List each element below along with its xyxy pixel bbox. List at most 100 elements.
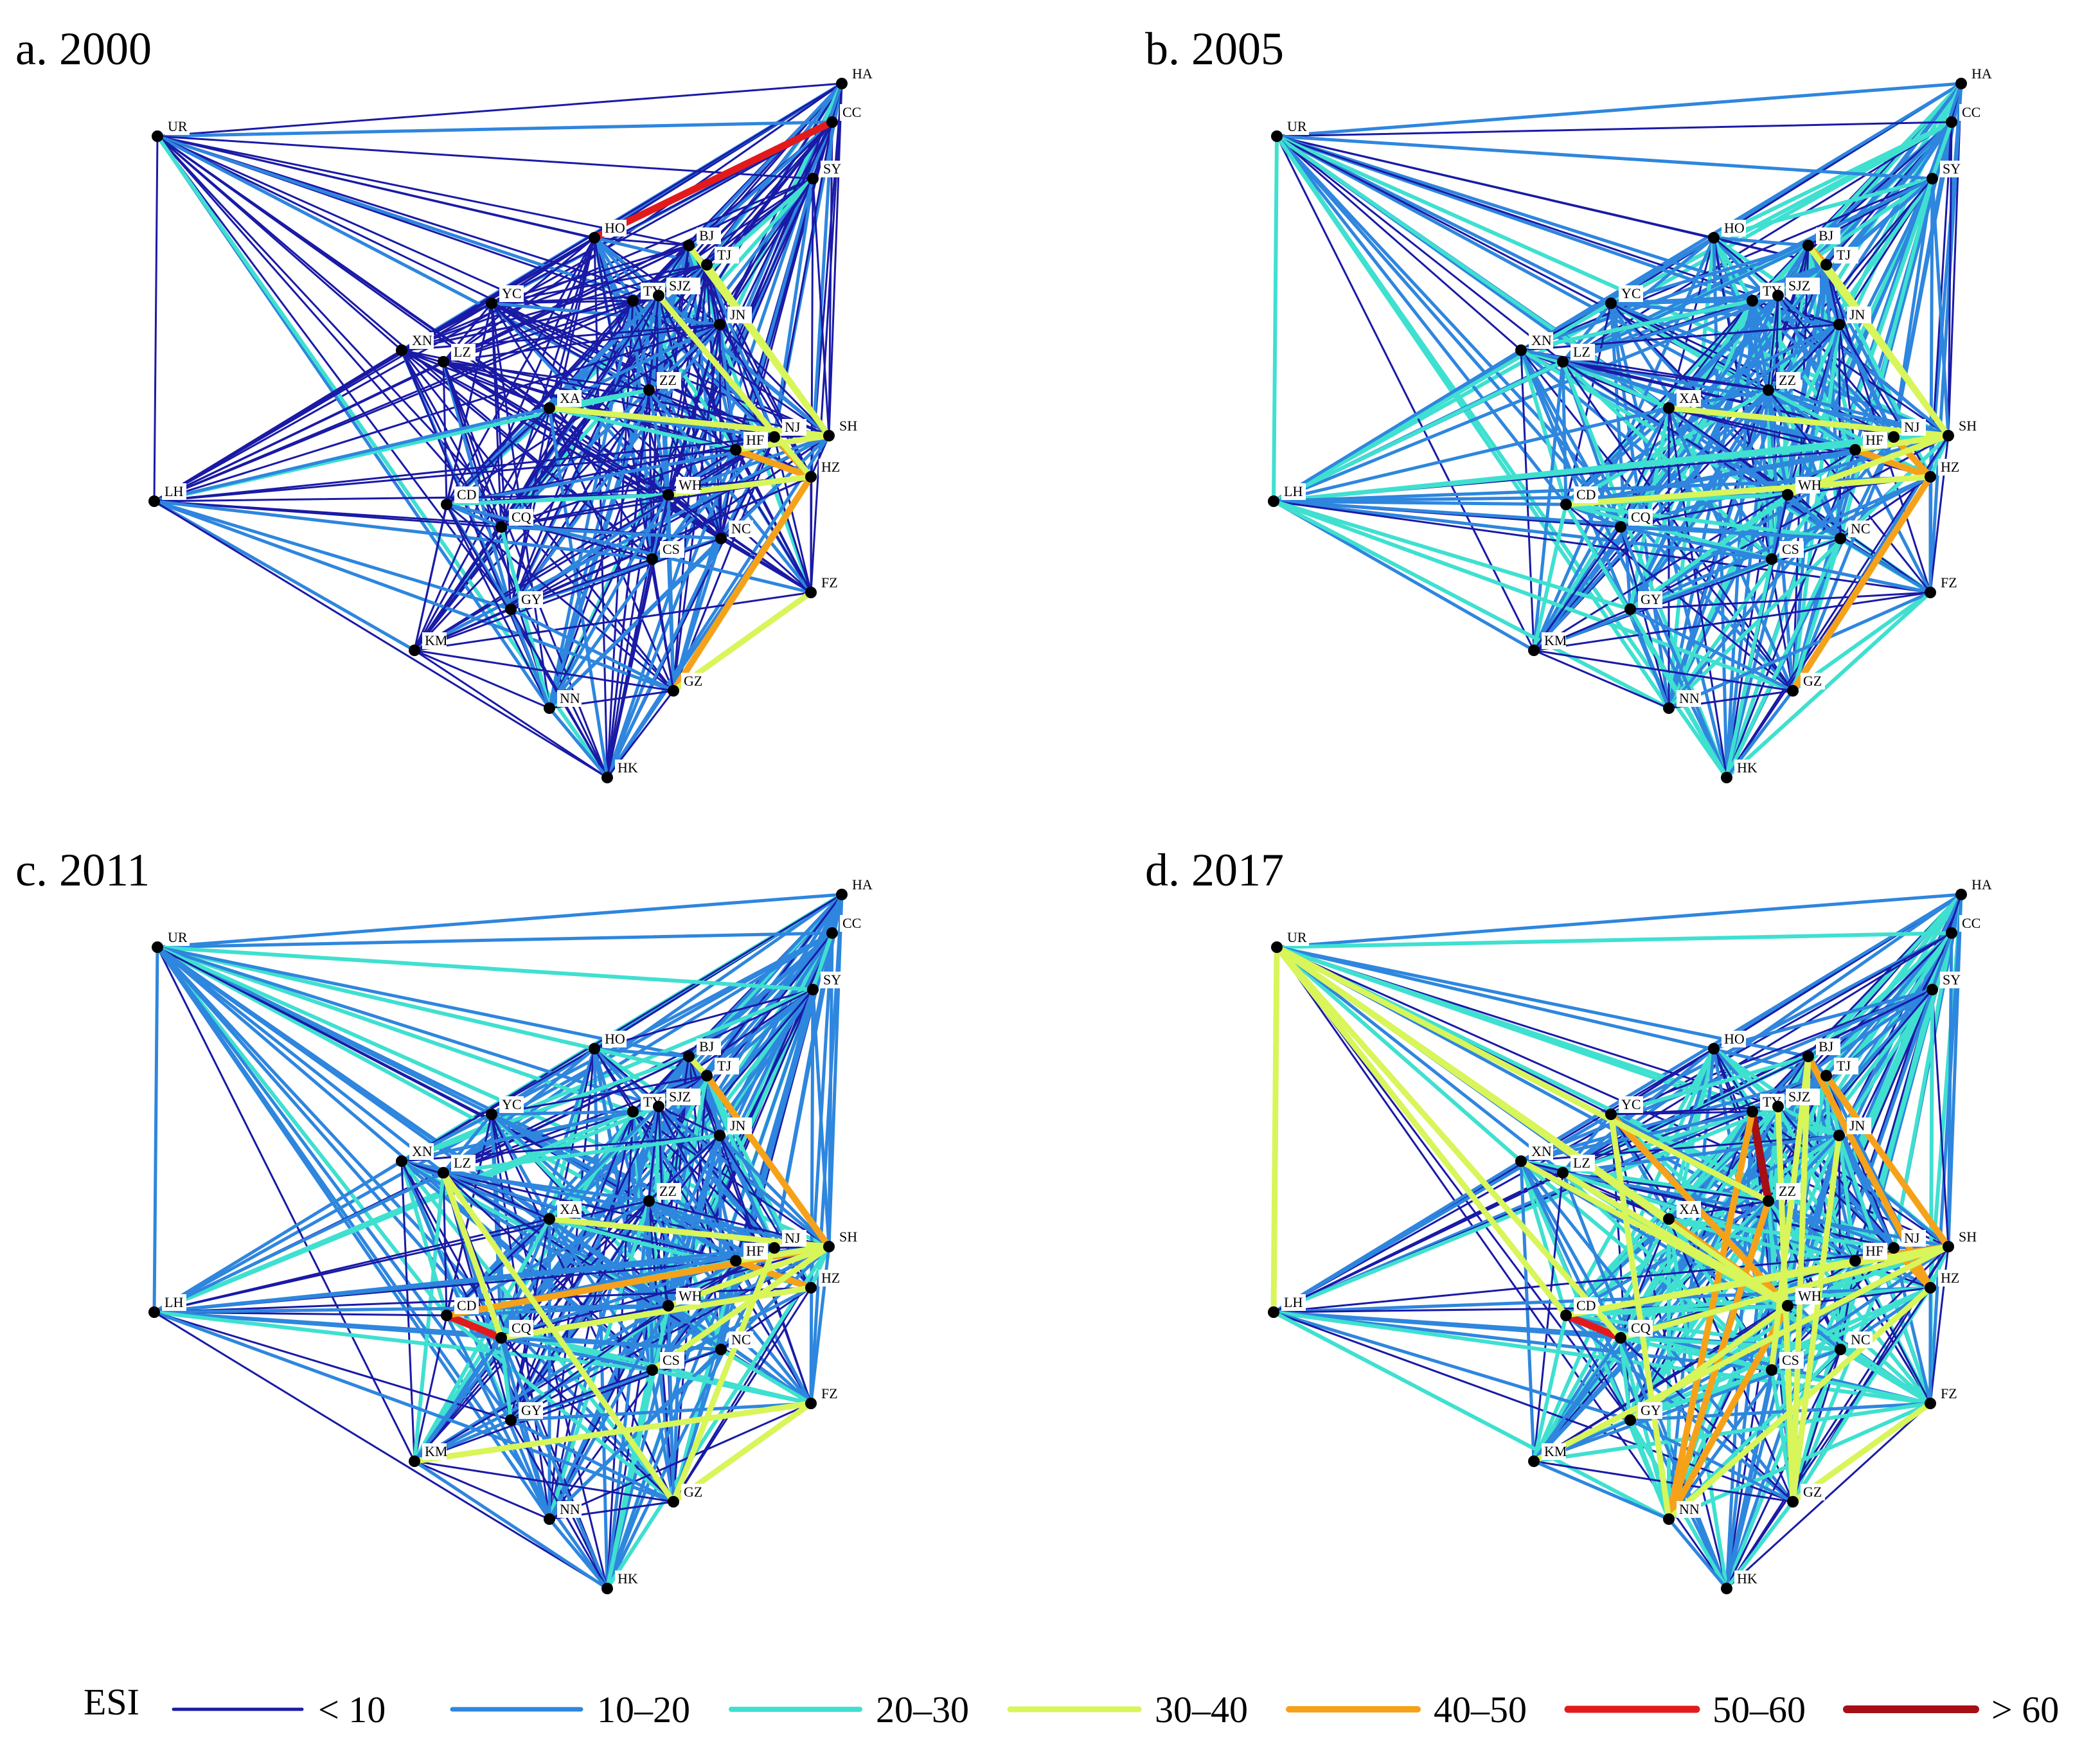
edge-JN-CQ [499, 323, 722, 529]
node-label-HA: HA [1971, 66, 1992, 82]
node-label-bg [819, 459, 843, 476]
node-label-LH: LH [165, 1294, 183, 1310]
edges [1270, 893, 1963, 1590]
strong-edge-CD-CQ [1562, 1312, 1624, 1342]
legend-title: ESI [84, 1681, 139, 1723]
node-label-LH: LH [1284, 483, 1303, 499]
edge-LH-HK [153, 500, 609, 779]
edge-LH-WH [153, 494, 670, 503]
edge-JN-HZ [1838, 323, 1932, 478]
edge-NC-GZ [1791, 537, 1842, 693]
node-label-bg [1901, 419, 1926, 436]
node-label-XN: XN [1531, 332, 1552, 348]
edge-LZ-XA [442, 1171, 551, 1220]
node-label-HF: HF [746, 432, 764, 448]
edge-NJ-GY [1628, 435, 1896, 611]
edge-UR-KM [156, 946, 416, 1463]
edge-LH-GZ [152, 1310, 675, 1504]
edge-ZZ-GZ [1766, 388, 1795, 693]
node-label-XN: XN [412, 332, 432, 348]
node-label-CC: CC [842, 104, 861, 120]
node-label-bg [819, 1270, 843, 1286]
edge-JN-LZ [1561, 1134, 1841, 1175]
edge-ZZ-HZ [647, 1199, 813, 1290]
edge-NC-NN [547, 537, 723, 710]
node-label-HK: HK [618, 760, 638, 776]
node-label-bg [1847, 1117, 1871, 1134]
node-label-bg [819, 574, 843, 591]
edge-CC-TJ [706, 121, 833, 266]
node-label-bg [1848, 1331, 1873, 1348]
node-label-SH: SH [839, 418, 857, 434]
edge-FZ-KM [1532, 1402, 1932, 1463]
node-label-LZ: LZ [1573, 344, 1590, 360]
node-label-HZ: HZ [1941, 459, 1959, 475]
edge-HA-UR [1275, 82, 1963, 138]
edge-CS-FZ [1770, 557, 1932, 594]
node-HK [601, 772, 613, 783]
node-BJ [683, 240, 695, 251]
node-label-bg [1542, 632, 1566, 649]
node-label-NC: NC [731, 521, 751, 537]
edge-KM-NN [1532, 1459, 1671, 1521]
edge-SY-XN [400, 988, 815, 1163]
node-label-SH: SH [839, 1229, 857, 1245]
node-label-NN: NN [1679, 1501, 1700, 1517]
edge-CD-CS [1564, 503, 1774, 561]
strong-edge-BJ-SH [1805, 242, 1952, 439]
node-NJ [1888, 1242, 1900, 1254]
node-label-UR: UR [1287, 118, 1307, 134]
edge-UR-TY [156, 945, 635, 1114]
edge-FZ-NN [548, 1402, 812, 1520]
edge-UR-LZ [1275, 945, 1565, 1175]
edge-BJ-YC [1609, 244, 1810, 305]
edge-JN-CD [1564, 323, 1841, 506]
node-label-bg [1677, 1501, 1701, 1518]
edge-NC-GZ [672, 537, 723, 693]
node-label-SH: SH [1959, 418, 1977, 434]
edge-CQ-GZ [500, 1337, 675, 1503]
node-label-bg [727, 307, 752, 323]
node-label-bg [837, 1229, 861, 1245]
node-label-BJ: BJ [1819, 227, 1834, 244]
edge-CQ-KM [1533, 526, 1622, 652]
node-label-bg [743, 432, 768, 449]
node-label-bg [1677, 390, 1701, 407]
node-label-bg [602, 1031, 627, 1047]
node-label-bg [840, 915, 864, 932]
node-label-SJZ: SJZ [669, 278, 691, 294]
edges [152, 82, 844, 779]
node-FZ [1925, 587, 1936, 598]
node-label-bg [1834, 1058, 1858, 1074]
edge-FZ-HK [1725, 591, 1932, 779]
panel-title: a. 2000 [15, 23, 152, 75]
node-label-bg [697, 1038, 721, 1055]
legend-item: 10–20 [450, 1689, 690, 1731]
node-label-NC: NC [1851, 521, 1871, 537]
strong-edge-GZ-BJ [1790, 1053, 1811, 1505]
edge-CQ-NC [1619, 525, 1842, 540]
node-label-bg [519, 1402, 543, 1419]
node-label-GY: GY [521, 1402, 542, 1418]
edge-GY-GZ [509, 607, 675, 693]
edge-TJ-XN [1519, 1074, 1828, 1163]
edge-LH-CS [152, 1310, 654, 1372]
node-LH [1268, 495, 1279, 507]
edge-TJ-XN [400, 263, 708, 351]
edge-SJZ-XN [1519, 294, 1780, 352]
node-label-bg [821, 972, 845, 988]
edge-UR-LH [153, 135, 159, 503]
edge-LZ-KM [1532, 360, 1565, 652]
node-label-bg [666, 278, 700, 294]
edge-NN-HK [1667, 1517, 1729, 1590]
node-XA [1663, 402, 1675, 414]
edge-FZ-GY [1629, 591, 1932, 610]
node-label-UR: UR [1287, 929, 1307, 945]
legend-label: 50–60 [1713, 1689, 1806, 1731]
node-HK [601, 1583, 613, 1594]
node-label-YC: YC [1621, 1096, 1641, 1112]
node-label-HZ: HZ [821, 1270, 840, 1286]
edge-XA-GY [510, 1218, 551, 1421]
node-label-bg [1628, 1320, 1653, 1337]
node-ZZ [1763, 1195, 1774, 1207]
